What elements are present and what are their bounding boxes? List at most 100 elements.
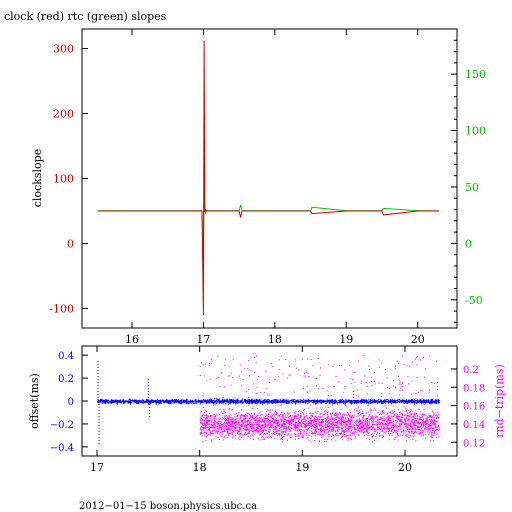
rndtrip-point (267, 432, 269, 434)
rndtrip-point (240, 433, 242, 435)
rndtrip-point (227, 430, 229, 432)
rndtrip-point (300, 436, 302, 438)
rndtrip-point (369, 419, 371, 420)
rndtrip-point (335, 413, 337, 415)
rndtrip-point (357, 424, 359, 426)
offset-point (134, 401, 136, 403)
rndtrip-point (436, 418, 438, 420)
rndtrip-outlier (240, 364, 242, 366)
rndtrip-point (406, 434, 407, 436)
rndtrip-point (271, 432, 273, 434)
rndtrip-point (222, 431, 224, 433)
rndtrip-point (385, 422, 386, 424)
rndtrip-point (379, 412, 381, 414)
offset-point (382, 402, 384, 404)
rndtrip-point (300, 426, 302, 428)
rndtrip-point (368, 422, 370, 424)
rndtrip-point (295, 423, 297, 425)
rndtrip-point (306, 431, 308, 433)
rndtrip-outlier (222, 397, 223, 399)
offset-point (344, 401, 346, 403)
rndtrip-outlier (415, 358, 416, 360)
rndtrip-point (292, 424, 294, 426)
rndtrip-point (333, 408, 335, 410)
rndtrip-point (203, 428, 205, 430)
rndtrip-point (327, 425, 329, 427)
rndtrip-point (284, 419, 286, 420)
rndtrip-point (214, 416, 216, 418)
rndtrip-point (325, 432, 327, 434)
rndtrip-point (429, 419, 431, 421)
rndtrip-point (251, 430, 253, 432)
rndtrip-point (258, 412, 260, 414)
rndtrip-point (328, 425, 330, 427)
rndtrip-point (373, 435, 375, 437)
rndtrip-outlier (369, 369, 370, 370)
rndtrip-point (284, 424, 286, 425)
rndtrip-point (329, 421, 331, 423)
rndtrip-point (265, 433, 267, 435)
rndtrip-point (221, 425, 223, 427)
rndtrip-point (366, 418, 367, 420)
rndtrip-outlier (367, 393, 369, 395)
rndtrip-point (283, 436, 285, 438)
rndtrip-point (321, 436, 323, 438)
rndtrip-point (418, 428, 419, 430)
rndtrip-point (321, 421, 323, 423)
rndtrip-point (322, 421, 324, 423)
rndtrip-point (419, 413, 421, 415)
rndtrip-point (410, 426, 411, 427)
offset-point (401, 401, 403, 403)
rndtrip-point (342, 421, 344, 423)
rndtrip-point (420, 416, 422, 418)
rndtrip-outlier (285, 359, 287, 360)
rndtrip-point (386, 426, 388, 428)
rndtrip-point (330, 421, 332, 423)
rndtrip-point (287, 414, 289, 416)
rndtrip-point (433, 431, 435, 433)
rndtrip-point (400, 431, 402, 433)
rndtrip-point (251, 415, 253, 417)
rndtrip-point (224, 422, 226, 424)
rndtrip-point (331, 439, 332, 441)
rndtrip-outlier (371, 385, 373, 387)
rndtrip-point (241, 433, 243, 435)
rndtrip-point (435, 436, 437, 438)
rndtrip-point (202, 420, 204, 422)
rndtrip-point (432, 423, 434, 425)
rndtrip-outlier (421, 397, 423, 399)
rndtrip-point (281, 426, 283, 428)
rndtrip-point (232, 429, 234, 431)
rndtrip-point (352, 414, 354, 416)
rndtrip-point (255, 417, 257, 418)
offset-point (412, 401, 414, 402)
offset-point (426, 400, 428, 402)
rndtrip-point (423, 414, 425, 415)
rndtrip-point (224, 427, 226, 429)
rndtrip-point (333, 429, 335, 431)
rndtrip-point (207, 422, 209, 424)
offset-point (129, 398, 131, 400)
rndtrip-point (209, 424, 211, 426)
offset-point (100, 401, 102, 403)
rndtrip-point (291, 427, 293, 429)
rndtrip-point (365, 424, 367, 426)
rndtrip-point (328, 431, 330, 433)
rndtrip-point (262, 420, 264, 422)
rndtrip-point (312, 424, 314, 426)
offset-point (329, 399, 331, 401)
rndtrip-point (201, 428, 203, 430)
rndtrip-point (409, 425, 411, 427)
rndtrip-point (382, 437, 383, 439)
rndtrip-point (389, 422, 391, 424)
rndtrip-point (341, 430, 343, 432)
rndtrip-point (411, 429, 413, 431)
rndtrip-outlier (402, 383, 404, 385)
rndtrip-point (414, 412, 416, 414)
rndtrip-point (425, 417, 427, 419)
offset-point (309, 400, 311, 402)
rndtrip-point (335, 418, 337, 420)
rndtrip-point (276, 412, 277, 414)
rndtrip-point (356, 431, 358, 433)
rndtrip-point (240, 426, 242, 428)
